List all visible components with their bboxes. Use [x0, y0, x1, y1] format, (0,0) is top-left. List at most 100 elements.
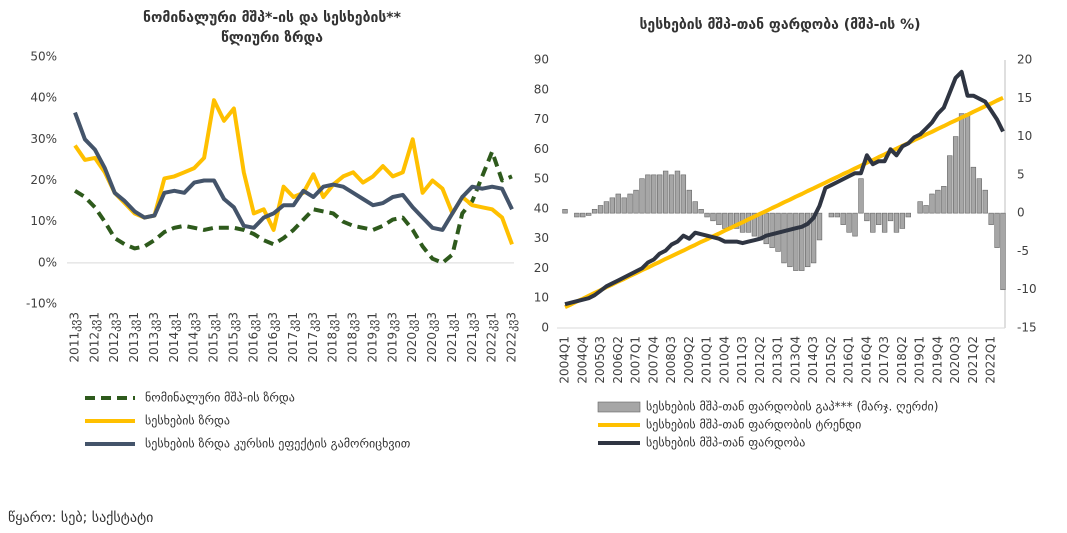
x-tick-label: 2016კვ1: [246, 312, 260, 362]
chart-title: სესხების მშპ-თან ფარდობა (მშპ-ის %): [639, 17, 920, 33]
x-tick-label: 2010Q1: [700, 336, 714, 384]
x-tick-label: 2014კვ3: [187, 312, 201, 362]
y-tick-label: 40: [534, 201, 549, 215]
y-tick-label: 70: [534, 112, 549, 126]
x-tick-label: 2018Q2: [895, 336, 909, 384]
y2-tick-label: -15: [1017, 321, 1037, 335]
bar: [958, 113, 965, 214]
bar: [994, 212, 1000, 248]
y-tick-label: 30%: [30, 132, 57, 146]
bar: [574, 212, 580, 218]
bar: [787, 212, 793, 268]
chart-subtitle: წლიური ზრდა: [221, 30, 323, 46]
x-tick-label: 2012Q2: [753, 336, 767, 384]
y-tick-label: 0%: [38, 255, 57, 269]
bar: [923, 205, 929, 214]
bar: [881, 212, 888, 233]
x-tick-label: 2011კვ3: [68, 312, 82, 362]
bar: [692, 201, 698, 214]
bar: [952, 136, 959, 214]
x-tick-label: 2004Q4: [575, 336, 589, 384]
bar: [828, 212, 835, 218]
x-tick-label: 2018კვ3: [346, 312, 360, 362]
bar: [988, 212, 994, 225]
y-tick-label: 90: [534, 53, 549, 67]
y-tick-label: 10%: [30, 214, 57, 228]
line: [73, 111, 514, 232]
legend-label: სესხების მშპ-თან ფარდობა: [646, 436, 805, 450]
bar: [852, 212, 858, 237]
bar: [864, 212, 870, 222]
y-tick-label: 50: [534, 172, 549, 186]
bar: [935, 189, 941, 214]
x-tick-label: 2019კვ3: [385, 312, 399, 362]
line: [564, 69, 1005, 307]
x-tick-label: 2016Q4: [859, 336, 873, 384]
x-tick-label: 2020Q3: [948, 336, 962, 384]
x-tick-label: 2022Q1: [984, 336, 998, 384]
bar: [698, 209, 704, 214]
bar: [846, 212, 852, 233]
y-tick-label: 60: [534, 142, 549, 156]
x-tick-label: 2008Q3: [664, 336, 678, 384]
y-tick-label: 20: [534, 261, 549, 275]
bar: [751, 212, 758, 237]
bar: [609, 197, 616, 214]
x-tick-label: 2013კვ3: [147, 312, 161, 362]
bar: [970, 166, 977, 214]
x-tick-label: 2005Q3: [593, 336, 607, 384]
bar: [947, 155, 953, 214]
legend-label: ნომინალური მშპ-ის ზრდა: [145, 391, 295, 405]
source: წყარო: სებ; საქსტატი: [8, 509, 153, 526]
bar: [668, 174, 675, 214]
x-tick-label: 2022კვ1: [485, 312, 499, 362]
bar: [651, 174, 657, 214]
bar: [591, 209, 598, 214]
bar: [1000, 212, 1006, 291]
bar: [816, 212, 823, 241]
x-tick-label: 2010Q4: [717, 336, 731, 384]
y-tick-label: 0: [541, 321, 549, 335]
legend-label: სესხების ზრდა: [145, 414, 230, 428]
bar: [680, 174, 687, 214]
x-tick-label: 2007Q4: [646, 336, 660, 384]
bar: [769, 212, 775, 248]
line: [73, 149, 513, 265]
x-tick-label: 2009Q2: [682, 336, 696, 384]
y2-tick-label: 15: [1017, 91, 1032, 105]
bar: [887, 212, 894, 222]
bar: [686, 189, 692, 214]
x-tick-label: 2017კვ1: [286, 312, 300, 362]
x-tick-label: 2016კვ3: [266, 312, 280, 362]
y2-tick-label: 5: [1017, 167, 1025, 181]
bar: [870, 212, 876, 233]
bar: [633, 189, 639, 214]
legend-label: სესხების ზრდა კურსის ეფექტის გამორიცხვით: [145, 437, 411, 451]
x-tick-label: 2013კვ1: [127, 312, 141, 362]
y2-tick-label: 20: [1017, 53, 1032, 67]
bar: [899, 212, 906, 229]
bar: [733, 212, 740, 229]
y-tick-label: 10: [534, 291, 549, 305]
y-tick-label: -10%: [26, 297, 57, 311]
legend-label: სესხების მშპ-თან ფარდობის გაპ*** (მარჯ. …: [646, 400, 938, 414]
x-tick-label: 2022კვ3: [505, 312, 519, 362]
x-tick-label: 2021კვ1: [445, 312, 459, 362]
bar: [645, 174, 651, 214]
x-tick-label: 2019Q4: [930, 336, 944, 384]
x-tick-label: 2018კვ1: [326, 312, 340, 362]
x-tick-label: 2017კვ3: [306, 312, 320, 362]
bar: [603, 201, 610, 214]
y2-tick-label: -10: [1017, 282, 1037, 296]
bar: [722, 212, 728, 229]
x-tick-label: 2021Q2: [966, 336, 980, 384]
bar: [627, 193, 633, 214]
x-tick-label: 2019კვ1: [365, 312, 379, 362]
bar: [858, 178, 864, 214]
bar: [982, 189, 988, 214]
bar: [621, 197, 627, 214]
bar: [639, 178, 645, 214]
bar: [893, 212, 900, 233]
x-tick-label: 2012კვ1: [87, 312, 101, 362]
y-tick-label: 20%: [30, 173, 57, 187]
